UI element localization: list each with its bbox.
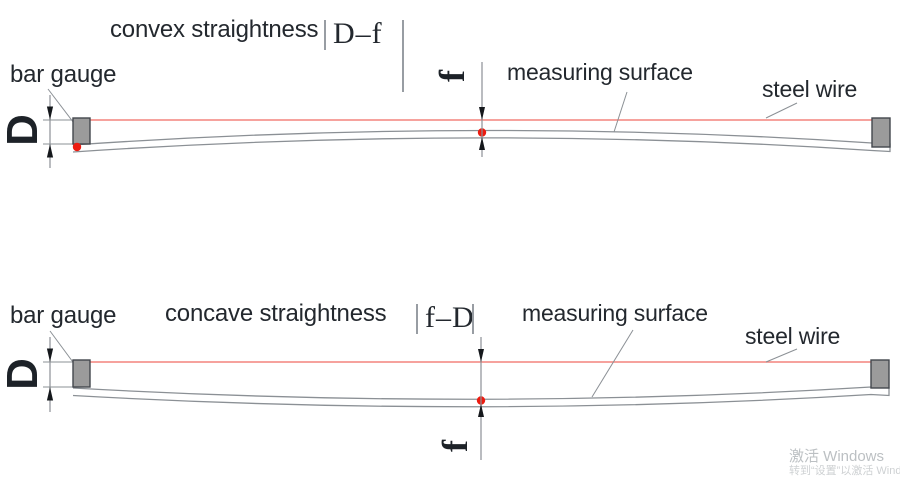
top-f-arrow-down-icon [479,107,485,120]
bottom-steel-wire-label: steel wire [745,323,841,349]
concave-diagram [43,329,890,460]
bottom-bar-gauge-label: bar gauge [10,302,117,329]
concave-formula-right-bar [472,304,474,334]
bottom-d-arrow-down-icon [46,348,54,362]
bottom-d-dimension-label: D [0,358,47,390]
activate-windows-watermark: 激活 Windows [789,448,885,465]
bottom-f-dimension-label: f [435,440,475,452]
convex-formula-left-bar [324,20,326,50]
bottom-f-arrow-down-icon [478,349,484,362]
bottom-measuring-surface-label: measuring surface [522,300,708,326]
top-d-arrow-down-icon [46,106,54,120]
top-left-bar-gauge-block [72,117,91,145]
top-left-red-dot [72,142,82,152]
bottom-left-bar-gauge-block [72,359,91,388]
concave-formula: f–D [425,301,475,334]
top-steel-wire-label: steel wire [762,76,858,102]
convex-diagram [43,62,891,168]
top-bar-gauge-label: bar gauge [10,61,117,88]
top-d-dimension-label: D [0,114,47,146]
convex-formula: D–f [333,17,383,50]
top-measuring-surface-bar [72,129,891,153]
top-measuring-surface-label: measuring surface [507,59,693,85]
bottom-f-arrow-up-icon [478,404,484,417]
bottom-measuring-surface-bar [72,386,890,408]
bottom-steel-wire-leader-line [765,348,798,363]
bottom-measuring-surface-leader-line [591,329,634,398]
top-right-bar-gauge-block [871,117,891,148]
bottom-d-arrow-up-icon [46,387,54,401]
bottom-right-bar-gauge-block [870,359,890,389]
activate-windows-watermark-subtext: 转到“设置”以激活 Windows。 [789,465,900,477]
convex-formula-right-bar [402,20,404,92]
convex-title: convex straightness [110,16,319,43]
top-f-dimension-label: f [432,70,472,82]
top-steel-wire-leader-line [765,102,798,119]
straightness-diagram: convex straightness D–f bar gauge measur… [0,16,900,477]
concave-title: concave straightness [165,300,387,327]
concave-formula-left-bar [416,304,418,334]
diagram-geometry [43,62,891,460]
top-d-arrow-up-icon [46,144,54,158]
top-f-arrow-up-icon [479,137,485,150]
top-measuring-surface-leader-line [613,91,628,133]
